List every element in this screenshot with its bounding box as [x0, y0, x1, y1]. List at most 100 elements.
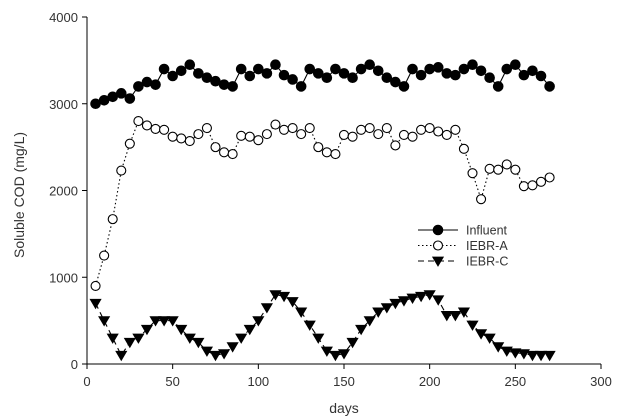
- y-tick-label: 1000: [49, 270, 78, 285]
- data-point: [364, 122, 375, 134]
- legend-item: IEBR-A: [418, 239, 508, 253]
- data-point: [483, 333, 496, 344]
- legend-marker: [431, 256, 445, 267]
- data-point: [89, 298, 102, 310]
- data-point: [389, 298, 402, 310]
- data-point: [210, 142, 221, 153]
- data-point: [493, 164, 504, 175]
- data-point: [321, 147, 332, 158]
- data-point: [543, 350, 556, 362]
- data-point: [423, 290, 436, 301]
- data-point: [295, 81, 307, 92]
- data-point: [424, 63, 435, 75]
- data-point: [535, 176, 547, 187]
- data-point: [227, 149, 238, 160]
- y-tick-label: 0: [71, 357, 78, 372]
- data-point: [501, 159, 512, 170]
- data-point: [544, 172, 555, 183]
- data-point: [286, 297, 299, 308]
- data-point: [166, 316, 179, 327]
- data-point: [304, 63, 316, 75]
- data-point: [330, 63, 341, 75]
- legend-label: IEBR-C: [466, 255, 508, 269]
- data-point: [372, 307, 385, 318]
- data-point: [373, 129, 384, 140]
- data-point: [270, 119, 281, 130]
- data-point: [356, 124, 367, 135]
- data-point: [150, 123, 161, 134]
- data-point: [474, 329, 488, 340]
- data-point: [407, 131, 418, 142]
- data-point: [158, 316, 171, 327]
- legend-item: IEBR-C: [418, 255, 508, 269]
- data-point: [457, 307, 471, 318]
- data-point: [390, 140, 401, 151]
- legend-marker: [432, 240, 444, 251]
- data-point: [467, 168, 478, 179]
- data-point: [527, 180, 538, 191]
- data-point: [132, 333, 145, 344]
- x-tick-label: 50: [165, 374, 179, 389]
- data-point: [304, 122, 315, 134]
- data-point: [278, 124, 290, 135]
- data-point: [441, 68, 453, 79]
- data-point: [500, 346, 513, 357]
- data-point: [192, 337, 205, 349]
- data-point: [398, 129, 410, 141]
- data-point: [312, 333, 325, 344]
- data-point: [107, 214, 118, 225]
- data-point: [424, 122, 435, 134]
- data-point: [380, 303, 393, 314]
- data-point: [330, 149, 341, 160]
- data-point: [235, 333, 248, 344]
- data-point: [338, 129, 350, 141]
- data-point: [296, 129, 307, 140]
- x-tick-label: 100: [247, 374, 269, 389]
- data-point: [415, 291, 428, 303]
- data-point: [295, 307, 308, 318]
- data-point: [278, 69, 290, 81]
- data-point: [106, 333, 119, 344]
- data-point: [398, 81, 410, 92]
- data-point: [175, 65, 187, 77]
- data-point: [458, 143, 469, 154]
- data-point: [159, 124, 170, 135]
- data-point: [337, 349, 351, 360]
- data-point: [527, 65, 538, 77]
- data-point: [441, 129, 452, 141]
- data-point: [544, 81, 555, 92]
- data-point: [243, 324, 256, 336]
- data-point: [466, 320, 479, 331]
- data-point: [517, 349, 530, 360]
- data-point: [450, 124, 461, 135]
- data-point: [313, 68, 324, 79]
- data-point: [363, 316, 376, 327]
- data-point: [406, 293, 419, 304]
- data-point: [518, 181, 529, 192]
- data-point: [227, 81, 238, 92]
- data-point: [261, 68, 273, 79]
- data-point: [167, 70, 178, 82]
- data-point: [158, 63, 170, 75]
- data-point: [321, 72, 333, 84]
- data-point: [167, 131, 178, 142]
- data-point: [244, 70, 256, 82]
- data-point: [184, 59, 196, 71]
- data-point: [390, 76, 401, 88]
- data-point: [150, 79, 161, 90]
- x-tick-label: 300: [590, 374, 612, 389]
- data-point: [492, 81, 504, 92]
- data-point: [200, 346, 214, 357]
- x-axis-label: days: [329, 400, 359, 416]
- data-point: [432, 62, 444, 73]
- x-tick-label: 0: [83, 374, 90, 389]
- data-point: [236, 130, 247, 141]
- data-point: [467, 59, 478, 71]
- data-point: [287, 74, 298, 85]
- data-point: [415, 69, 427, 81]
- x-axis-ticks: 0 50 100 150 200 250 300: [83, 364, 612, 389]
- data-point: [535, 70, 547, 82]
- legend-label: Influent: [466, 224, 508, 238]
